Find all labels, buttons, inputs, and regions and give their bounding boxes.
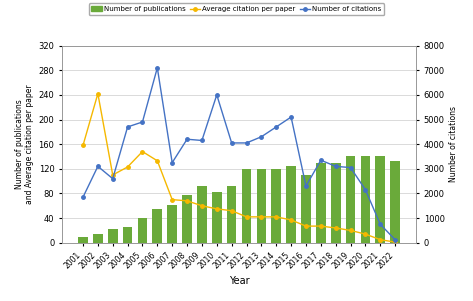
Number of citations <box>169 161 175 164</box>
Bar <box>138 218 147 243</box>
Number of citations <box>155 66 160 70</box>
Average citation per paper <box>95 92 101 95</box>
Bar <box>212 192 222 243</box>
Bar <box>256 169 266 243</box>
Average citation per paper <box>80 144 86 147</box>
Average citation per paper <box>333 226 339 230</box>
Number of citations <box>259 135 264 138</box>
Bar <box>152 209 162 243</box>
Number of citations <box>244 141 249 145</box>
Number of citations <box>95 165 101 168</box>
Number of citations <box>348 166 353 169</box>
Bar <box>227 186 236 243</box>
Bar <box>360 157 370 243</box>
Line: Number of citations: Number of citations <box>81 66 397 241</box>
Bar <box>197 186 207 243</box>
Average citation per paper <box>184 199 190 203</box>
Average citation per paper <box>125 165 131 169</box>
Number of citations <box>333 165 339 168</box>
X-axis label: Year: Year <box>229 276 249 286</box>
Average citation per paper <box>214 207 219 211</box>
Y-axis label: Number of citations: Number of citations <box>449 106 458 182</box>
Number of citations <box>229 141 235 145</box>
Bar <box>272 169 281 243</box>
Average citation per paper <box>229 209 235 213</box>
Number of citations <box>140 120 145 124</box>
Average citation per paper <box>155 159 160 163</box>
Average citation per paper <box>244 215 249 219</box>
Number of citations <box>110 177 115 181</box>
Average citation per paper <box>140 150 145 154</box>
Average citation per paper <box>259 215 264 219</box>
Number of citations <box>184 138 190 141</box>
Average citation per paper <box>318 224 324 228</box>
Number of citations <box>392 238 398 242</box>
Number of citations <box>303 184 309 188</box>
Number of citations <box>125 125 131 129</box>
Bar <box>242 169 251 243</box>
Number of citations <box>318 158 324 162</box>
Average citation per paper <box>199 204 205 208</box>
Number of citations <box>377 222 383 226</box>
Bar <box>390 161 400 243</box>
Bar <box>108 229 118 243</box>
Average citation per paper <box>377 238 383 241</box>
Average citation per paper <box>110 173 115 177</box>
Average citation per paper <box>363 232 368 236</box>
Number of citations <box>363 188 368 191</box>
Bar <box>286 166 296 243</box>
Bar <box>78 237 88 243</box>
Bar <box>182 195 192 243</box>
Average citation per paper <box>303 224 309 228</box>
Bar <box>167 205 177 243</box>
Number of citations <box>199 139 205 142</box>
Bar <box>301 175 311 243</box>
Bar <box>93 234 103 243</box>
Average citation per paper <box>169 198 175 201</box>
Number of citations <box>80 195 86 199</box>
Number of citations <box>214 93 219 97</box>
Average citation per paper <box>348 229 353 232</box>
Y-axis label: Number of publications
and Average citation per paper: Number of publications and Average citat… <box>15 84 35 204</box>
Average citation per paper <box>392 240 398 244</box>
Number of citations <box>288 115 294 119</box>
Average citation per paper <box>288 218 294 222</box>
Bar <box>316 163 325 243</box>
Line: Average citation per paper: Average citation per paper <box>81 92 397 244</box>
Bar <box>376 157 385 243</box>
Legend: Number of publications, Average citation per paper, Number of citations: Number of publications, Average citation… <box>88 4 385 15</box>
Average citation per paper <box>273 215 279 219</box>
Bar <box>346 157 355 243</box>
Bar <box>331 163 341 243</box>
Bar <box>123 227 132 243</box>
Number of citations <box>273 125 279 129</box>
